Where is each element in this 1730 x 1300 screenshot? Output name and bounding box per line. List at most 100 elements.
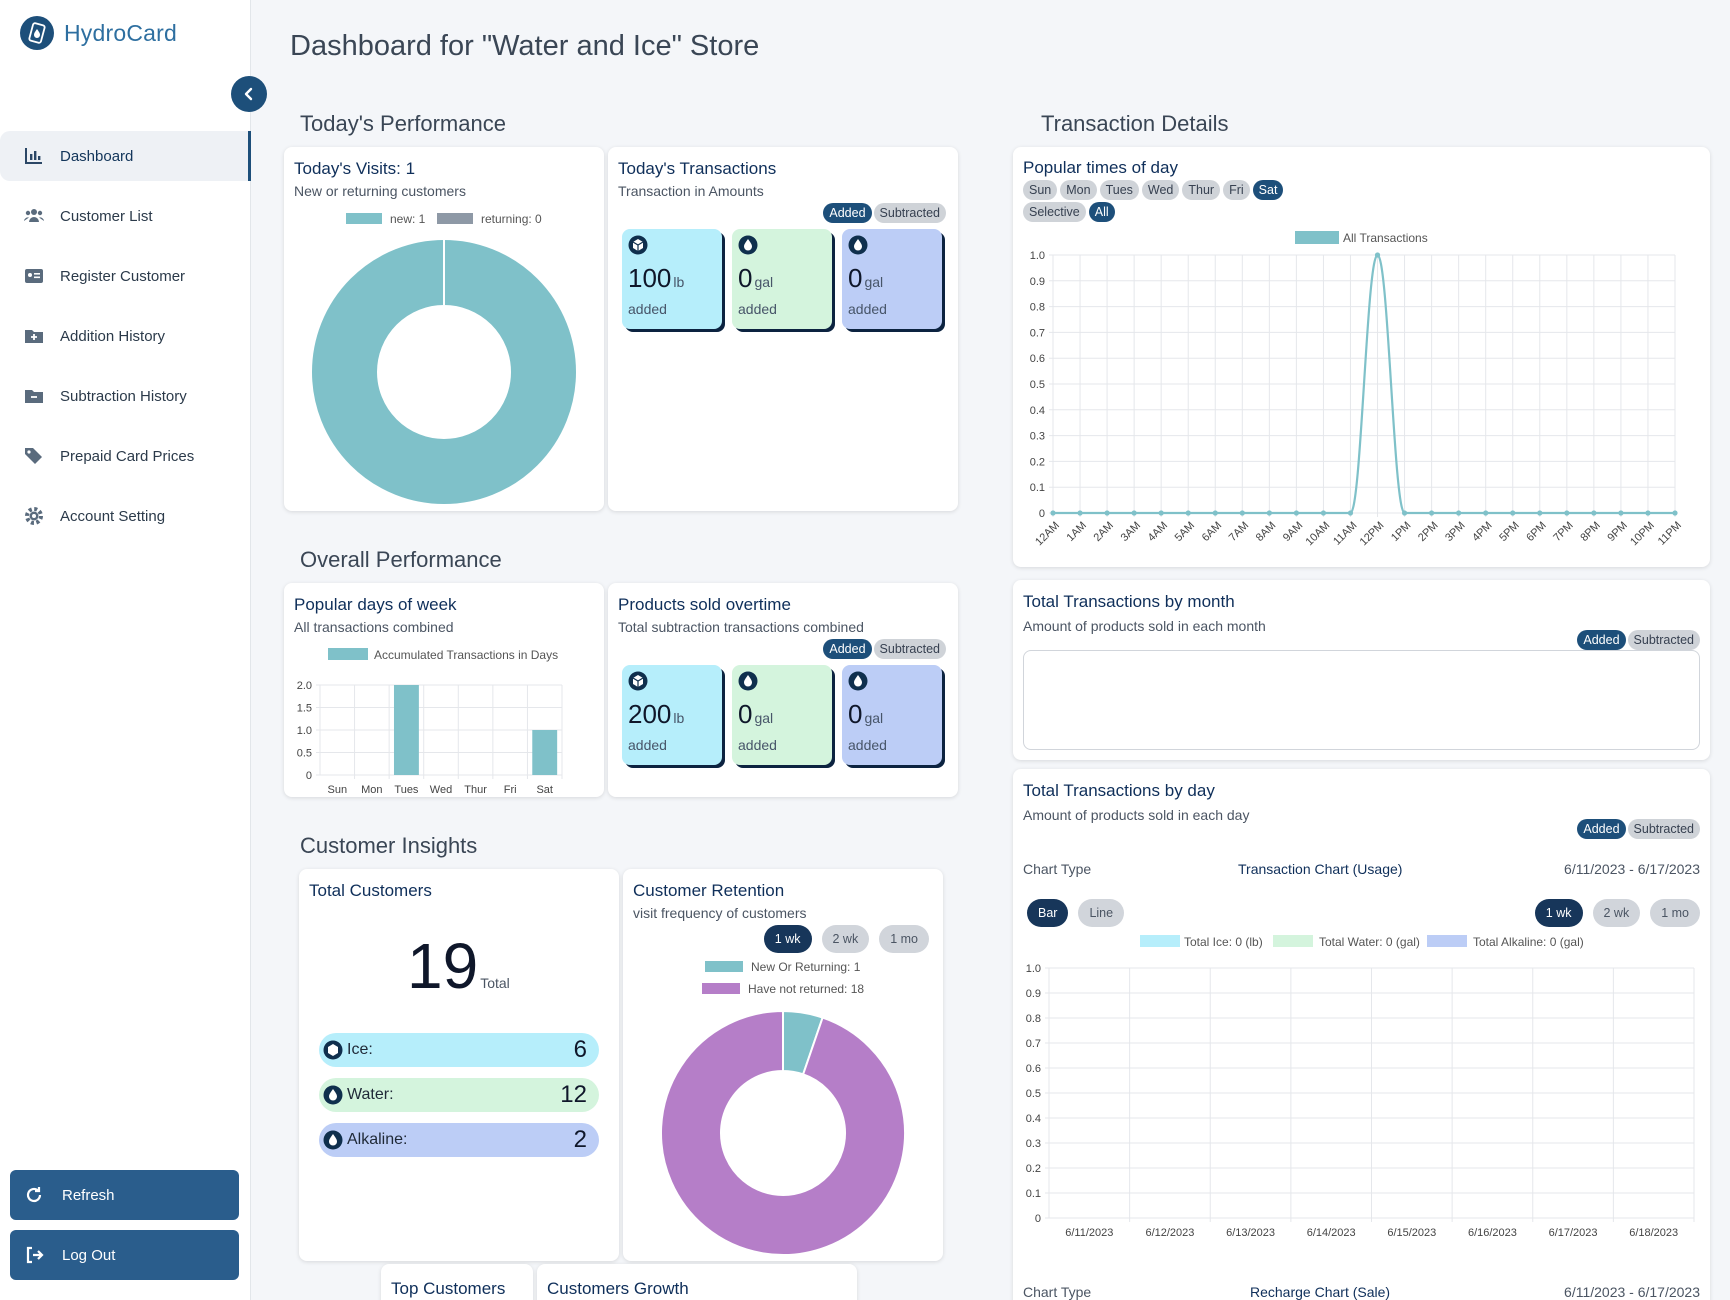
selective-toggle[interactable]: Selective	[1023, 202, 1086, 222]
logout-button[interactable]: Log Out	[10, 1230, 239, 1280]
day-filter-group: Sun Mon Tues Wed Thur Fri Sat	[1023, 180, 1284, 200]
water-label: added	[738, 737, 777, 753]
refresh-button[interactable]: Refresh	[10, 1170, 239, 1220]
products-sold-card: Products sold overtime Total subtraction…	[608, 583, 958, 797]
legend-water-label: Total Water: 0 (gal)	[1319, 935, 1420, 949]
day-toggle-sun[interactable]: Sun	[1023, 180, 1058, 200]
y-tick-label: 0.5	[1026, 1088, 1041, 1100]
legend-alkaline-swatch	[1427, 935, 1467, 947]
y-tick-label: 0.6	[1026, 1063, 1041, 1075]
sidebar-item-dashboard[interactable]: Dashboard	[0, 131, 251, 181]
total-customers-count-block: 19 Total	[407, 929, 510, 1003]
water-tile: 0 gal added	[732, 665, 832, 765]
legend-ice-label: Total Ice: 0 (lb)	[1184, 935, 1263, 949]
legend-ice-swatch	[1140, 935, 1180, 947]
added-toggle[interactable]: Added	[823, 639, 872, 659]
legend-new-label: new: 1	[390, 212, 426, 226]
range-2wk-button[interactable]: 2 wk	[821, 925, 870, 953]
alkaline-drop-icon	[323, 1130, 343, 1150]
y-tick-label: 0	[306, 770, 312, 782]
point-6pm	[1537, 510, 1543, 516]
gear-icon	[22, 504, 46, 528]
x-tick-label: 6/13/2023	[1226, 1227, 1275, 1239]
y-tick-label: 0.1	[1030, 482, 1045, 494]
hydrocard-logo-icon	[20, 16, 54, 50]
subtracted-toggle[interactable]: Subtracted	[1627, 819, 1700, 839]
bar-chart-icon	[22, 144, 46, 168]
x-tick-label: Sat	[536, 784, 553, 796]
by-month-card: Total Transactions by month Amount of pr…	[1013, 580, 1710, 760]
x-tick-label: 10AM	[1304, 519, 1333, 548]
popular-times-card: Popular times of day Sun Mon Tues Wed Thur Fr…	[1013, 147, 1710, 567]
popular-times-title: Popular times of day	[1023, 158, 1178, 177]
legend-alkaline-label: Total Alkaline: 0 (gal)	[1473, 935, 1584, 949]
point-1pm	[1401, 510, 1408, 516]
subtracted-toggle[interactable]: Subtracted	[873, 639, 946, 659]
added-toggle[interactable]: Added	[1577, 630, 1626, 650]
legend-returning-swatch	[437, 213, 473, 224]
mode-filter-group: Selective All	[1023, 202, 1115, 222]
range-1wk-button[interactable]: 1 wk	[763, 925, 812, 953]
by-day-toggle: Added Subtracted	[1577, 819, 1700, 839]
day-toggle-mon[interactable]: Mon	[1060, 180, 1097, 200]
day-toggle-tues[interactable]: Tues	[1099, 180, 1139, 200]
added-toggle[interactable]: Added	[823, 203, 872, 223]
point-1am	[1077, 510, 1083, 516]
subtracted-toggle[interactable]: Subtracted	[1627, 630, 1700, 650]
bar-type-button[interactable]: Bar	[1027, 899, 1069, 927]
sidebar-item-addition-history[interactable]: Addition History	[0, 311, 251, 361]
by-day-title: Total Transactions by day	[1023, 781, 1215, 800]
retention-slice-1	[660, 1009, 906, 1256]
sidebar-item-register-customer[interactable]: Register Customer	[0, 251, 251, 301]
y-tick-label: 0.4	[1030, 405, 1045, 417]
day-toggle-sat[interactable]: Sat	[1252, 180, 1284, 200]
x-tick-label: Wed	[430, 784, 452, 796]
x-tick-label: Sun	[327, 784, 347, 796]
water-label: added	[738, 301, 777, 317]
x-tick-label: 3PM	[1443, 519, 1467, 543]
x-tick-label: 6PM	[1524, 519, 1548, 543]
sidebar-item-customer-list[interactable]: Customer List	[0, 191, 251, 241]
tags-icon	[22, 444, 46, 468]
brand[interactable]: HydroCard	[20, 16, 177, 50]
legend-days-label: Accumulated Transactions in Days	[374, 648, 558, 662]
alkaline-customers-row: Alkaline: 2	[319, 1123, 599, 1157]
sidebar-item-prepaid-card-prices[interactable]: Prepaid Card Prices	[0, 431, 251, 481]
point-7am	[1239, 510, 1245, 516]
all-toggle[interactable]: All	[1088, 202, 1115, 222]
popular-days-subtitle: All transactions combined	[294, 619, 454, 635]
alkaline-unit: gal	[864, 274, 884, 290]
range-1wk-button[interactable]: 1 wk	[1534, 899, 1583, 927]
point-11pm	[1672, 510, 1678, 516]
chart-name: Transaction Chart (Usage)	[1238, 861, 1403, 877]
x-tick-label: 1PM	[1389, 519, 1413, 543]
alkaline-drop-icon	[848, 671, 868, 696]
line-type-button[interactable]: Line	[1078, 899, 1125, 927]
day-toggle-wed[interactable]: Wed	[1141, 180, 1180, 200]
sidebar-item-account-setting[interactable]: Account Setting	[0, 491, 251, 541]
y-tick-label: 0.7	[1026, 1038, 1041, 1050]
x-tick-label: Mon	[361, 784, 382, 796]
section-title-overall: Overall Performance	[300, 547, 502, 572]
range-2wk-button[interactable]: 2 wk	[1592, 899, 1641, 927]
x-tick-label: 10PM	[1628, 519, 1657, 548]
day-toggle-fri[interactable]: Fri	[1223, 180, 1250, 200]
point-3am	[1131, 510, 1137, 516]
popular-days-chart: Accumulated Transactions in Days 0 0.5 1.0…	[297, 648, 563, 796]
range-1mo-button[interactable]: 1 mo	[879, 925, 929, 953]
ice-unit: lb	[673, 274, 685, 290]
added-toggle[interactable]: Added	[1577, 819, 1626, 839]
alkaline-label: added	[848, 301, 887, 317]
x-tick-label: 8AM	[1254, 519, 1278, 543]
point-8pm	[1591, 510, 1597, 516]
subtracted-toggle[interactable]: Subtracted	[873, 203, 946, 223]
sidebar-item-subtraction-history[interactable]: Subtraction History	[0, 371, 251, 421]
products-sold-subtitle: Total subtraction transactions combined	[618, 619, 864, 635]
x-tick-label: 6/11/2023	[1065, 1227, 1113, 1239]
folder-plus-icon	[22, 324, 46, 348]
day-toggle-thur[interactable]: Thur	[1182, 180, 1221, 200]
x-tick-label: 6/18/2023	[1629, 1227, 1678, 1239]
today-visits-title: Today's Visits: 1	[294, 159, 416, 178]
collapse-sidebar-button[interactable]	[231, 76, 267, 112]
range-1mo-button[interactable]: 1 mo	[1650, 899, 1700, 927]
